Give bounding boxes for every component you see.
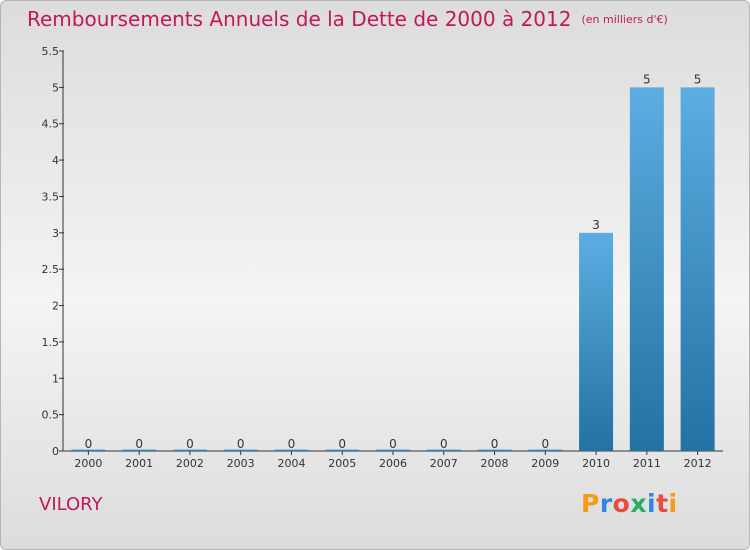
logo-letter: i	[668, 489, 678, 518]
logo-letter: o	[612, 489, 631, 518]
x-tick-label: 2001	[125, 457, 153, 470]
x-tick-label: 2003	[227, 457, 255, 470]
x-tick-label: 2008	[481, 457, 509, 470]
x-tick-label: 2010	[582, 457, 610, 470]
bar	[528, 449, 563, 451]
data-label: 0	[389, 437, 397, 451]
y-tick-label: 4.5	[42, 118, 60, 131]
logo-letter: i	[647, 489, 657, 518]
x-tick-label: 2011	[633, 457, 661, 470]
y-tick-label: 2	[52, 300, 59, 313]
chart-title-text: Remboursements Annuels de la Dette de 20…	[27, 7, 572, 31]
data-label: 0	[85, 437, 93, 451]
bar	[274, 449, 309, 451]
y-tick-label: 1	[52, 372, 59, 385]
x-tick-label: 2006	[379, 457, 407, 470]
chart-title: Remboursements Annuels de la Dette de 20…	[27, 7, 668, 31]
bar	[477, 449, 512, 451]
x-tick-label: 2007	[430, 457, 458, 470]
y-tick-label: 3.5	[42, 190, 60, 203]
proxiti-logo: Proxiti	[581, 489, 678, 518]
y-tick-label: 0.5	[42, 409, 60, 422]
y-tick-label: 2.5	[42, 263, 60, 276]
data-label: 0	[541, 437, 549, 451]
data-label: 0	[440, 437, 448, 451]
y-tick-label: 5.5	[42, 45, 60, 58]
y-tick-label: 0	[52, 445, 59, 458]
data-label: 0	[288, 437, 296, 451]
logo-letter: x	[630, 489, 647, 518]
bar	[376, 449, 410, 451]
data-label: 0	[186, 437, 194, 451]
logo-letter: P	[581, 489, 600, 518]
x-tick-label: 2009	[531, 457, 559, 470]
bar	[629, 87, 664, 451]
bar	[426, 449, 461, 451]
y-tick-label: 3	[52, 227, 59, 240]
data-label: 0	[338, 437, 346, 451]
x-tick-label: 2012	[684, 457, 712, 470]
bar	[71, 449, 106, 451]
data-label: 0	[135, 437, 143, 451]
bar	[325, 449, 360, 451]
logo-letter: t	[656, 489, 669, 518]
data-label: 5	[643, 72, 651, 86]
y-tick-label: 5	[52, 81, 59, 94]
bar	[680, 87, 715, 451]
x-tick-label: 2005	[328, 457, 356, 470]
city-name: VILORY	[39, 494, 103, 515]
y-tick-label: 1.5	[42, 336, 60, 349]
x-tick-label: 2004	[277, 457, 305, 470]
data-label: 0	[491, 437, 499, 451]
bar	[172, 449, 207, 451]
data-label: 3	[592, 218, 600, 232]
data-label: 5	[694, 72, 702, 86]
data-label: 0	[237, 437, 245, 451]
bar	[223, 449, 258, 451]
bar	[122, 449, 157, 451]
y-tick-label: 4	[52, 154, 59, 167]
logo-letter: r	[599, 489, 613, 518]
x-tick-label: 2000	[74, 457, 102, 470]
x-tick-label: 2002	[176, 457, 204, 470]
chart-unit: (en milliers d'€)	[581, 13, 668, 26]
bar	[579, 232, 614, 451]
